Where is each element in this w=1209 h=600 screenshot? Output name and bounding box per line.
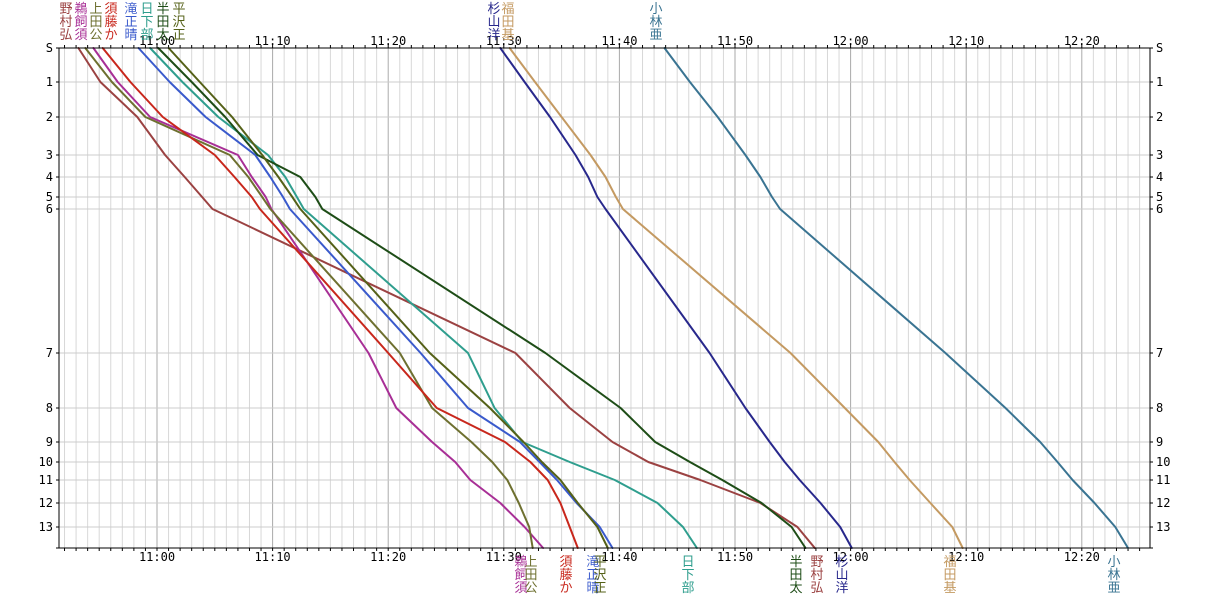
y-row-label-left: 4: [46, 170, 53, 184]
runner-line-福田基[interactable]: [508, 47, 964, 549]
x-tick-label-top: 12:00: [833, 34, 869, 48]
y-row-label-right: 5: [1156, 190, 1163, 204]
x-tick-label-top: 11:00: [139, 34, 175, 48]
runner-line-半田太[interactable]: [157, 47, 807, 549]
runner-name-finish-福田基: 福田基: [943, 554, 956, 595]
runner-line-杉山洋[interactable]: [499, 47, 853, 549]
x-tick-label-bottom: 11:30: [486, 550, 522, 564]
y-row-label-right: 1: [1156, 75, 1163, 89]
runner-line-平沢正[interactable]: [167, 47, 609, 549]
runner-name-finish-小林亜: 小林亜: [1107, 554, 1120, 595]
runner-line-須藤か[interactable]: [101, 47, 579, 549]
y-row-label-left: 6: [46, 202, 53, 216]
x-tick-label-top: 11:20: [370, 34, 406, 48]
y-row-label-left: 12: [39, 496, 53, 510]
runner-line-小林亜[interactable]: [663, 47, 1129, 549]
y-row-label-right: 12: [1156, 496, 1170, 510]
y-row-label-right: 9: [1156, 435, 1163, 449]
y-row-label-left: 11: [39, 473, 53, 487]
runner-name-start-須藤か: 須藤か: [104, 1, 117, 42]
x-tick-label-bottom: 11:10: [255, 550, 291, 564]
y-row-label-left: 3: [46, 148, 53, 162]
y-row-label-left: 5: [46, 190, 53, 204]
runner-name-finish-上田公: 上田公: [524, 554, 537, 595]
y-row-label-left: 8: [46, 401, 53, 415]
x-tick-label-top: 11:30: [486, 34, 522, 48]
y-row-label-left: 1: [46, 75, 53, 89]
x-tick-label-top: 12:10: [948, 34, 984, 48]
y-row-label-left: 13: [39, 520, 53, 534]
runner-name-start-小林亜: 小林亜: [649, 1, 662, 42]
y-row-label-left: 7: [46, 346, 53, 360]
y-row-label-right: 11: [1156, 473, 1170, 487]
runner-name-start-日下部: 日下部: [140, 1, 153, 42]
runner-name-finish-杉山洋: 杉山洋: [835, 554, 848, 595]
runner-name-finish-須藤か: 須藤か: [559, 554, 572, 595]
x-tick-label-bottom: 11:50: [717, 550, 753, 564]
x-tick-label-bottom: 11:20: [370, 550, 406, 564]
y-row-label-right: 4: [1156, 170, 1163, 184]
runner-name-start-平沢正: 平沢正: [172, 1, 185, 42]
y-row-label-right: 3: [1156, 148, 1163, 162]
runner-name-finish-平沢正: 平沢正: [593, 554, 606, 595]
x-tick-label-top: 11:40: [601, 34, 637, 48]
x-tick-label-bottom: 12:20: [1064, 550, 1100, 564]
runner-name-start-上田公: 上田公: [89, 1, 102, 42]
x-tick-label-top: 11:50: [717, 34, 753, 48]
x-tick-label-bottom: 11:40: [601, 550, 637, 564]
x-tick-label-top: 12:20: [1064, 34, 1100, 48]
runner-name-start-福田基: 福田基: [501, 1, 514, 42]
runner-name-finish-滝正晴: 滝正晴: [586, 554, 599, 595]
runner-line-上田公[interactable]: [84, 47, 534, 549]
runner-name-start-半田太: 半田太: [156, 1, 169, 42]
runner-name-finish-半田太: 半田太: [789, 554, 802, 595]
runner-name-finish-野村弘: 野村弘: [810, 554, 823, 595]
y-row-label-right: 6: [1156, 202, 1163, 216]
runner-line-野村弘[interactable]: [77, 47, 816, 549]
y-row-label-left: 9: [46, 435, 53, 449]
y-row-label-right: 10: [1156, 455, 1170, 469]
y-row-label-left: S: [46, 41, 53, 55]
runner-name-start-滝正晴: 滝正晴: [124, 1, 137, 42]
x-tick-label-bottom: 12:00: [833, 550, 869, 564]
y-row-label-left: 2: [46, 110, 53, 124]
x-tick-label-bottom: 12:10: [948, 550, 984, 564]
x-tick-label-bottom: 11:00: [139, 550, 175, 564]
runner-name-finish-鵜飼須: 鵜飼須: [514, 554, 527, 595]
y-row-label-right: 8: [1156, 401, 1163, 415]
plot-border: [58, 47, 1151, 549]
runner-name-start-鵜飼須: 鵜飼須: [74, 1, 87, 42]
runner-name-start-杉山洋: 杉山洋: [487, 1, 500, 42]
runner-line-滝正晴[interactable]: [137, 47, 614, 549]
y-row-label-right: 2: [1156, 110, 1163, 124]
x-tick-label-top: 11:10: [255, 34, 291, 48]
y-row-label-right: 13: [1156, 520, 1170, 534]
runner-name-finish-日下部: 日下部: [681, 554, 694, 595]
y-row-label-left: 10: [39, 455, 53, 469]
y-row-label-right: S: [1156, 41, 1163, 55]
runner-name-start-野村弘: 野村弘: [59, 1, 72, 42]
y-row-label-right: 7: [1156, 346, 1163, 360]
